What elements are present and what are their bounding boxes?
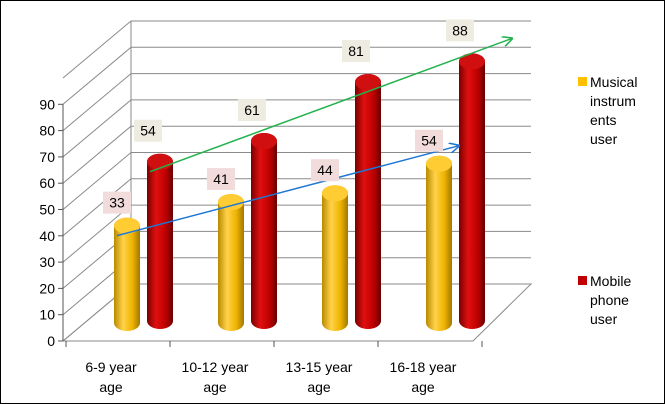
legend-item-mobile: Mobile phone user bbox=[578, 272, 660, 329]
gridline bbox=[62, 46, 132, 105]
bars bbox=[114, 53, 485, 331]
bar-cap-musical bbox=[322, 185, 348, 202]
bar-cap-musical bbox=[218, 194, 244, 211]
data-label-text: 54 bbox=[140, 123, 156, 139]
data-label: 44 bbox=[311, 159, 339, 182]
y-axis: 0 10 20 30 40 50 60 70 80 90 bbox=[39, 96, 483, 349]
bar-musical bbox=[218, 194, 244, 331]
bar-mobile bbox=[355, 74, 381, 329]
data-label-bg bbox=[238, 99, 266, 122]
data-label-text: 61 bbox=[244, 102, 260, 118]
y-tick-label: 30 bbox=[39, 254, 55, 270]
data-label-text: 33 bbox=[109, 195, 125, 211]
data-label-text: 41 bbox=[213, 171, 229, 187]
data-label-bg bbox=[415, 129, 443, 152]
y-tick-label: 40 bbox=[39, 228, 55, 244]
bar-mobile bbox=[147, 153, 173, 329]
y-tick-label: 90 bbox=[39, 96, 55, 112]
legend-swatch-mobile bbox=[578, 276, 587, 285]
bar-cap-musical bbox=[114, 217, 140, 234]
data-label: 88 bbox=[446, 19, 474, 42]
y-tick-label: 20 bbox=[39, 280, 55, 296]
gridline bbox=[62, 178, 132, 237]
data-label-bg bbox=[207, 168, 235, 191]
legend-swatch-musical bbox=[578, 77, 587, 86]
x-tick-label: 16-18 year age bbox=[389, 359, 457, 395]
y-tick-label: 70 bbox=[39, 149, 55, 165]
data-label: 81 bbox=[342, 40, 370, 63]
data-label-bg bbox=[134, 119, 162, 142]
bar-mobile bbox=[459, 53, 485, 330]
data-label-bg bbox=[342, 40, 370, 63]
gridline bbox=[62, 204, 132, 263]
bar-musical bbox=[322, 185, 348, 331]
gridline bbox=[62, 125, 132, 184]
data-label-text: 54 bbox=[421, 133, 437, 149]
bar-cap-musical bbox=[426, 155, 452, 172]
data-label-bg bbox=[446, 19, 474, 42]
legend-label-musical: Musical instrum ents user bbox=[590, 74, 638, 147]
gridline bbox=[62, 99, 132, 158]
y-tick-label: 50 bbox=[39, 202, 55, 218]
y-tick-label: 10 bbox=[39, 307, 55, 323]
bar-musical bbox=[426, 155, 452, 331]
data-label: 33 bbox=[103, 191, 131, 214]
bar-musical bbox=[114, 217, 140, 331]
y-tick-label: 0 bbox=[47, 333, 55, 349]
data-label-text: 88 bbox=[452, 22, 468, 38]
bar-mobile bbox=[251, 133, 277, 329]
legend-item-musical: Musical instrum ents user bbox=[578, 73, 660, 149]
data-label: 54 bbox=[134, 119, 162, 142]
x-tick-label: 13-15 year age bbox=[285, 359, 353, 395]
data-label: 61 bbox=[238, 99, 266, 122]
data-label-bg bbox=[103, 191, 131, 214]
trend-arrows bbox=[116, 38, 512, 237]
data-labels: 33 41 44 54 54 61 81 88 bbox=[103, 19, 474, 214]
gridline bbox=[62, 20, 132, 79]
x-tick-label: 6-9 year age bbox=[85, 359, 137, 395]
trend-arrow-musical bbox=[116, 146, 459, 237]
bar-cap-mobile bbox=[251, 133, 277, 150]
y-tick-label: 80 bbox=[39, 123, 55, 139]
bar-cap-mobile bbox=[355, 74, 381, 91]
trend-arrow-mobile bbox=[149, 38, 512, 173]
data-label: 54 bbox=[415, 129, 443, 152]
data-label: 41 bbox=[207, 168, 235, 191]
gridline bbox=[62, 73, 132, 131]
data-label-text: 81 bbox=[348, 43, 364, 59]
x-tick-label: 10-12 year age bbox=[181, 359, 249, 395]
data-label-bg bbox=[311, 159, 339, 182]
legend-label-mobile: Mobile phone user bbox=[590, 273, 632, 327]
y-tick-label: 60 bbox=[39, 175, 55, 191]
bar-cap-mobile bbox=[459, 53, 485, 70]
gridline bbox=[62, 152, 132, 210]
data-label-text: 44 bbox=[317, 162, 333, 178]
